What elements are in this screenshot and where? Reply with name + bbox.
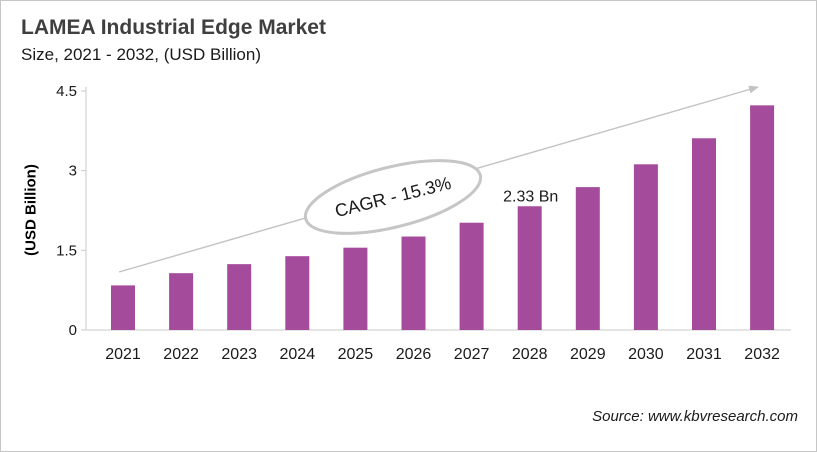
cagr-ellipse [303,159,483,235]
x-axis-label-2023: 2023 [221,346,257,363]
bar-2025 [343,247,368,330]
bar-2022 [169,273,194,330]
x-axis-label-2026: 2026 [396,346,432,363]
x-axis-label-2024: 2024 [280,346,316,363]
y-tick-label: 1.5 [56,242,77,259]
x-axis-label-2030: 2030 [628,346,664,363]
bar-2023 [227,264,252,330]
x-axis-label-2031: 2031 [686,346,722,363]
value-label-2028: 2.33 Bn [503,188,558,205]
bar-2021 [111,285,135,330]
x-axis-label-2032: 2032 [744,346,780,363]
x-axis-label-2021: 2021 [105,346,141,363]
bar-2030 [633,164,658,330]
source-text: Source: www.kbvresearch.com [592,408,798,425]
x-axis-label-2027: 2027 [454,346,490,363]
y-tick-label: 3 [69,163,77,180]
bar-2024 [285,256,310,330]
bar-2029 [575,187,600,330]
chart-title: LAMEA Industrial Edge Market [21,16,326,39]
bar-2031 [692,138,716,330]
x-axis-label-2025: 2025 [338,346,374,363]
y-tick-label: 4.5 [56,83,77,100]
y-tick-label: 0 [69,322,77,339]
x-axis-label-2029: 2029 [570,346,606,363]
bar-2032 [750,105,775,330]
bar-2028 [517,206,542,330]
bar-2026 [401,236,426,330]
x-axis-label-2028: 2028 [512,346,548,363]
x-axis-label-2022: 2022 [163,346,199,363]
chart-subtitle: Size, 2021 - 2032, (USD Billion) [21,45,262,64]
bar-2027 [459,222,484,330]
